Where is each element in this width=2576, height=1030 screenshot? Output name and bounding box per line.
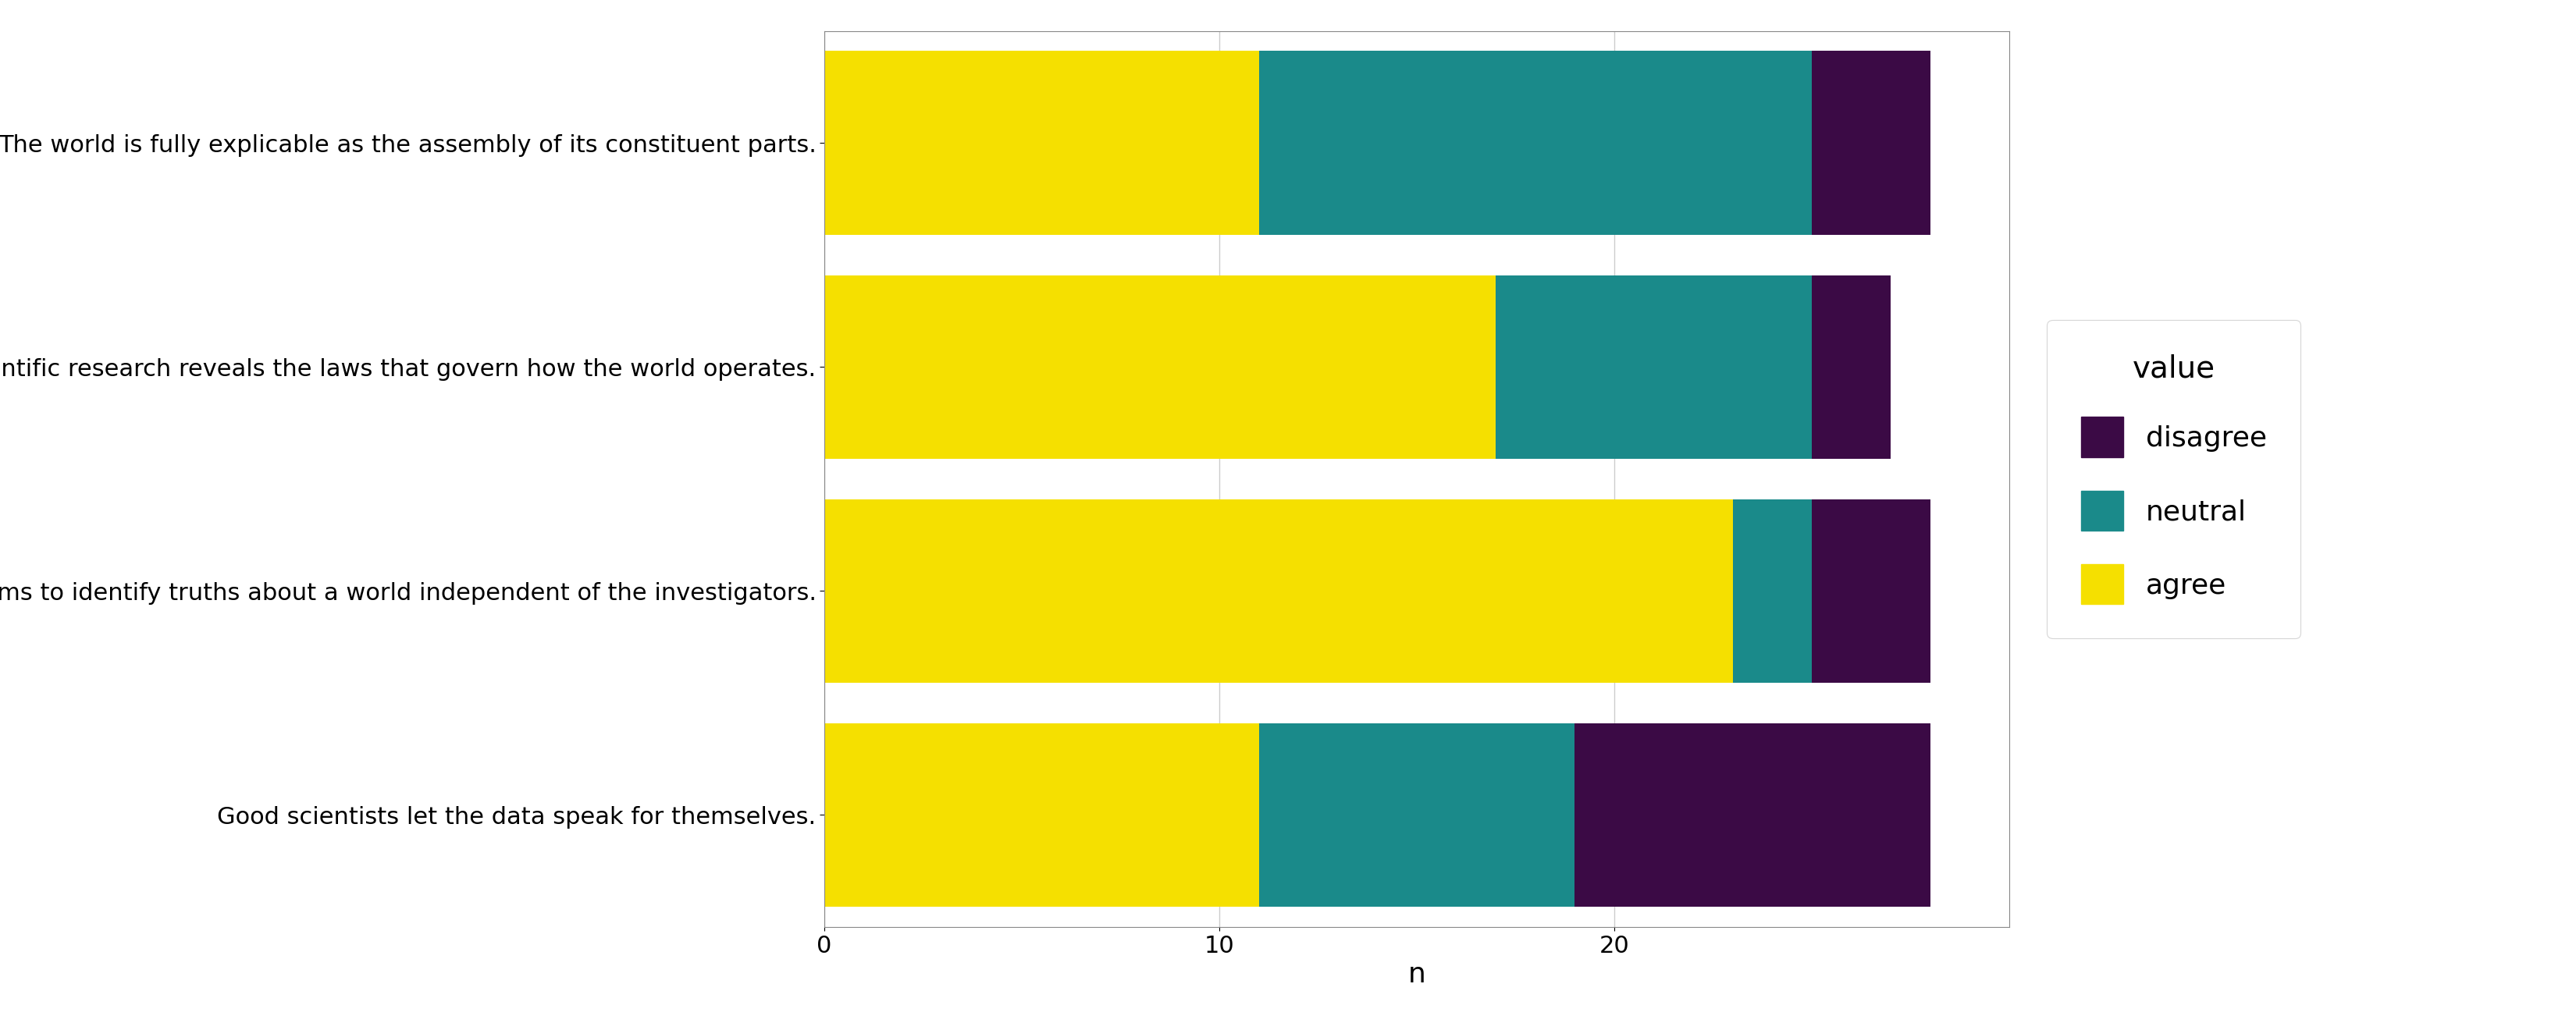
Legend: disagree, neutral, agree: disagree, neutral, agree [2048,319,2300,639]
Bar [1497,275,1811,458]
Bar [1260,52,1811,235]
Bar [824,723,1260,906]
Bar [1260,723,1574,906]
Bar [1811,52,1929,235]
Bar [1811,275,1891,458]
Bar [824,275,1497,458]
Bar [824,500,1734,683]
Bar [1734,500,1811,683]
X-axis label: n: n [1409,962,1425,988]
Bar [1574,723,1929,906]
Bar [824,52,1260,235]
Bar [1811,500,1929,683]
